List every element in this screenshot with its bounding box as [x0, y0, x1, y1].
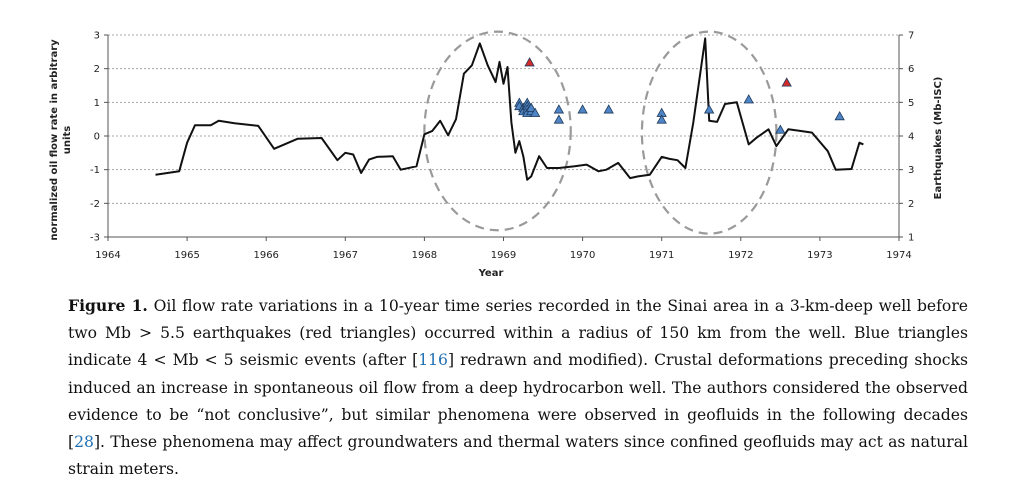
- reference-link-116[interactable]: 116: [418, 351, 448, 370]
- x-tick-label: 1964: [95, 250, 120, 261]
- y2-tick-label: 1: [908, 233, 914, 244]
- figure-caption: Figure 1. Oil flow rate variations in a …: [68, 292, 968, 483]
- dashed-ellipse: [423, 30, 572, 232]
- x-tick-label: 1967: [333, 250, 358, 261]
- y2-tick-label: 6: [908, 64, 914, 75]
- right-axis-title: Earthquakes (Mb-ISC): [933, 77, 944, 200]
- figure-label: Figure 1.: [68, 296, 148, 315]
- y2-tick-label: 7: [908, 31, 914, 42]
- reference-link-28[interactable]: 28: [74, 433, 94, 452]
- y-tick-label: -2: [90, 199, 100, 210]
- y-tick-label: 0: [94, 132, 100, 143]
- x-tick-label: 1970: [570, 250, 595, 261]
- earthquake-markers: [514, 57, 845, 134]
- x-tick-label: 1965: [174, 250, 199, 261]
- red-earthquake-triangle: [524, 57, 535, 67]
- x-tick-label: 1971: [649, 250, 674, 261]
- x-tick-label: 1972: [728, 250, 753, 261]
- blue-earthquake-triangle: [553, 104, 565, 114]
- caption-text-1: Oil flow rate variations in a 10-year ti…: [68, 297, 968, 370]
- blue-earthquake-triangle: [553, 114, 565, 124]
- x-tick-label: 1966: [253, 250, 278, 261]
- blue-earthquake-triangle: [526, 102, 537, 112]
- caption-text-2: ] redrawn and modified). Crustal deforma…: [68, 351, 968, 452]
- y-tick-label: -3: [90, 233, 100, 244]
- gridlines: [108, 34, 899, 238]
- x-tick-label: 1968: [412, 250, 437, 261]
- y-axis-title-line1: normalized oil flow rate in arbitrary: [49, 39, 60, 241]
- y2-tick-label: 2: [908, 199, 914, 210]
- blue-earthquake-triangle: [703, 104, 715, 114]
- blue-earthquake-triangle: [775, 124, 786, 134]
- blue-earthquake-triangle: [743, 94, 754, 104]
- caption-text-3: ]. These phenomena may affect groundwate…: [68, 433, 968, 479]
- x-tick-label: 1973: [807, 250, 832, 261]
- oil-flow-line: [155, 37, 864, 181]
- blue-earthquake-triangle: [834, 110, 845, 121]
- blue-earthquake-triangle: [656, 114, 667, 124]
- red-earthquake-triangle: [781, 77, 792, 87]
- blue-earthquake-triangle: [529, 107, 541, 117]
- x-axis-title: Year: [478, 268, 504, 279]
- tick-labels: -3 -2 -1 0 1 2 3 1 2 3 4 5 6 7 1964 1965 1966 1967 1968 196…: [90, 31, 914, 262]
- y2-tick-label: 5: [908, 98, 914, 109]
- axes: [104, 34, 903, 241]
- blue-earthquake-triangle: [603, 104, 614, 114]
- x-tick-label: 1974: [886, 250, 911, 261]
- y-tick-label: 1: [94, 98, 100, 109]
- x-tick-label: 1969: [491, 250, 516, 261]
- blue-earthquake-triangle: [577, 104, 588, 114]
- y2-tick-label: 4: [908, 132, 914, 143]
- oil-flow-chart: -3 -2 -1 0 1 2 3 1 2 3 4 5 6 7 1964 1965 1966 1967 1968 196…: [49, 30, 944, 280]
- y2-tick-label: 3: [908, 165, 914, 176]
- y-axis-title-line2: units: [62, 126, 73, 154]
- y-tick-label: 3: [94, 31, 100, 42]
- y-tick-label: -1: [90, 165, 100, 176]
- y-tick-label: 2: [94, 64, 100, 75]
- oil-flow-series: [155, 37, 864, 181]
